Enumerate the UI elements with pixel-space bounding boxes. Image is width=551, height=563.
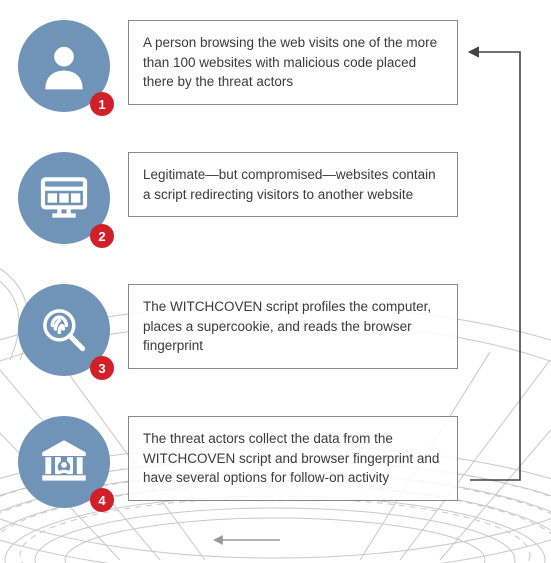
step-3-textbox: The WITCHCOVEN script profiles the compu… (128, 284, 458, 369)
step-1-text: A person browsing the web visits one of … (143, 35, 437, 89)
step-4: 4 The threat actors collect the data fro… (18, 416, 533, 508)
step-4-icon-wrap: 4 (18, 416, 110, 508)
step-2: 2 Legitimate—but compromised—websites co… (18, 152, 533, 244)
step-1-number: 1 (98, 97, 105, 112)
step-4-text: The threat actors collect the data from … (143, 431, 439, 485)
step-2-number: 2 (98, 229, 105, 244)
steps-container: 1 A person browsing the web visits one o… (0, 0, 551, 528)
step-1: 1 A person browsing the web visits one o… (18, 20, 533, 112)
step-3-badge: 3 (90, 356, 114, 380)
step-3: 3 The WITCHCOVEN script profiles the com… (18, 284, 533, 376)
step-1-icon-wrap: 1 (18, 20, 110, 112)
step-3-icon-wrap: 3 (18, 284, 110, 376)
step-4-number: 4 (98, 493, 105, 508)
step-2-icon-wrap: 2 (18, 152, 110, 244)
step-2-textbox: Legitimate—but compromised—websites cont… (128, 152, 458, 217)
step-3-text: The WITCHCOVEN script profiles the compu… (143, 299, 431, 353)
step-1-textbox: A person browsing the web visits one of … (128, 20, 458, 105)
step-4-textbox: The threat actors collect the data from … (128, 416, 458, 501)
step-1-badge: 1 (90, 92, 114, 116)
step-3-number: 3 (98, 361, 105, 376)
step-2-text: Legitimate—but compromised—websites cont… (143, 167, 436, 202)
step-2-badge: 2 (90, 224, 114, 248)
step-4-badge: 4 (90, 488, 114, 512)
